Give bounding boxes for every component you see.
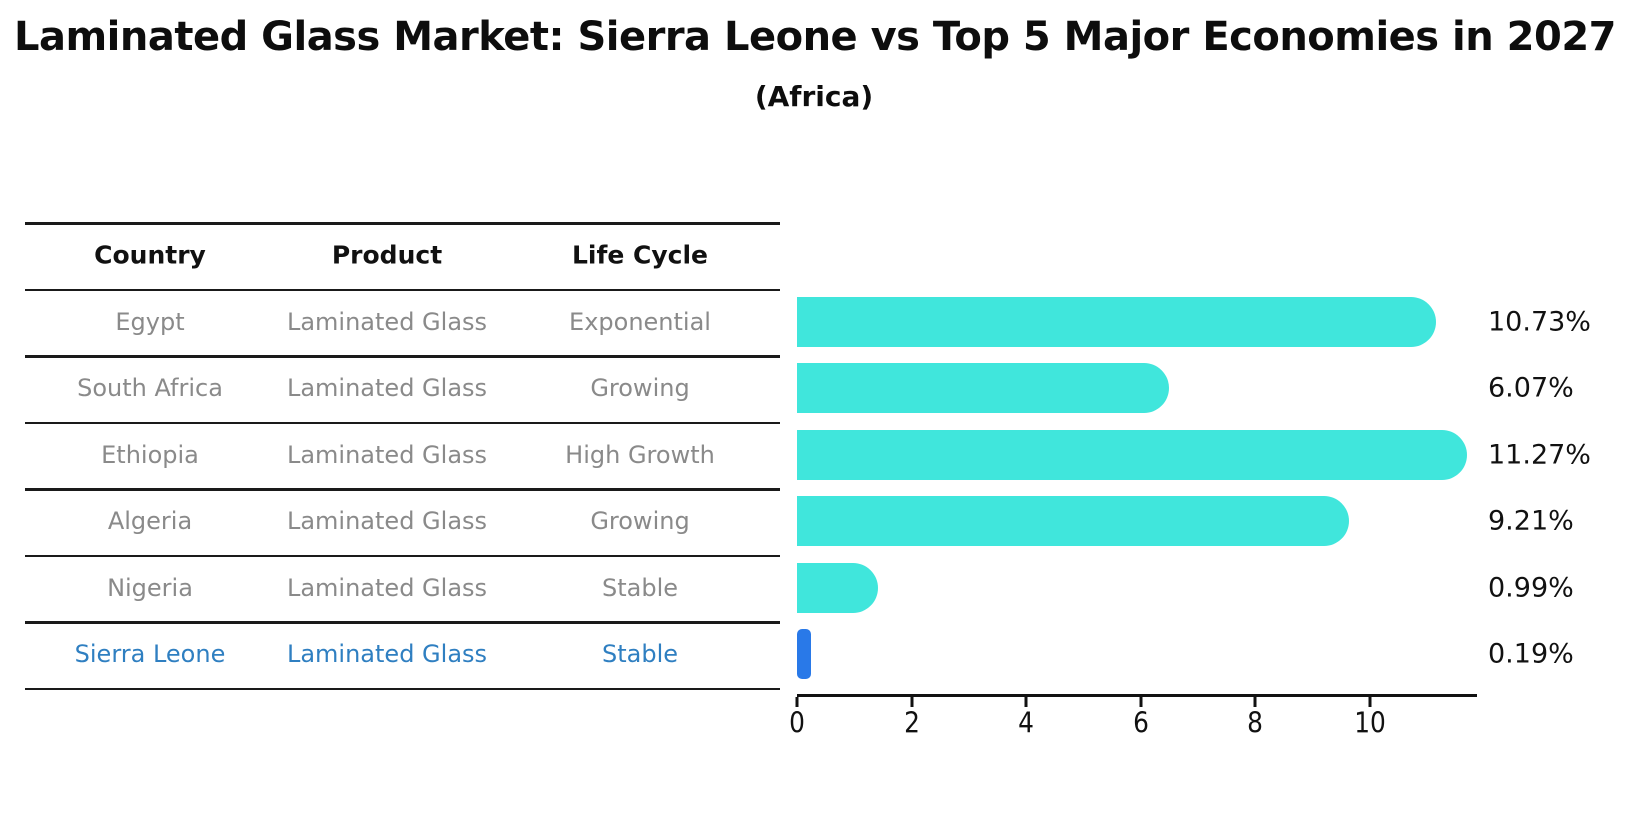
x-axis-tick-label: 2 [903, 707, 920, 740]
value-label: 11.27% [1488, 439, 1591, 470]
bar-algeria [797, 496, 1349, 546]
table-cell-life-cycle: Stable [601, 573, 679, 602]
table-cell-country: Nigeria [107, 573, 193, 602]
table-rule [25, 421, 780, 424]
table-rule [25, 621, 780, 624]
column-header-life-cycle: Life Cycle [571, 240, 709, 270]
table-cell-country: Sierra Leone [74, 640, 226, 668]
table-cell-product: Laminated Glass [286, 640, 488, 668]
table-rule [25, 355, 780, 358]
chart-subtitle: (Africa) [754, 80, 874, 113]
x-axis-line [797, 694, 1477, 697]
value-label: 0.19% [1488, 638, 1574, 670]
x-axis-tick [910, 697, 914, 707]
table-cell-life-cycle: Stable [601, 640, 679, 668]
x-axis-tick [795, 697, 799, 707]
table-cell-life-cycle: Exponential [569, 308, 711, 336]
table-rule [25, 554, 780, 557]
table-cell-country: Ethiopia [101, 440, 199, 469]
table-cell-product: Laminated Glass [286, 440, 488, 469]
bar-egypt [797, 297, 1436, 347]
value-label: 10.73% [1488, 306, 1591, 338]
table-cell-country: Algeria [107, 507, 193, 535]
x-axis-tick [1253, 697, 1257, 707]
x-axis-tick-label: 4 [1018, 707, 1035, 740]
table-cell-life-cycle: Growing [590, 374, 690, 402]
bar-ethiopia [797, 429, 1467, 480]
table-cell-product: Laminated Glass [286, 374, 488, 402]
table-cell-product: Laminated Glass [286, 308, 488, 336]
bar-sierra-leone [797, 629, 811, 679]
bar-south-africa [797, 363, 1169, 413]
table-cell-life-cycle: High Growth [565, 440, 715, 469]
table-cell-country: South Africa [77, 374, 223, 402]
table-rule [25, 488, 780, 491]
table-cell-life-cycle: Growing [590, 507, 690, 535]
x-axis-tick-label: 6 [1132, 707, 1149, 740]
table-rule [25, 222, 780, 225]
x-axis-tick-label: 10 [1354, 707, 1386, 740]
x-axis-tick-label: 0 [789, 707, 805, 740]
column-header-country: Country [94, 240, 206, 270]
table-rule [25, 288, 780, 291]
x-axis-tick [1368, 697, 1372, 707]
chart-title: Laminated Glass Market: Sierra Leone vs … [14, 14, 1616, 60]
x-axis-tick [1024, 697, 1028, 707]
value-label: 6.07% [1488, 372, 1574, 404]
value-label: 0.99% [1488, 572, 1574, 603]
x-axis-tick-label: 8 [1247, 707, 1264, 740]
table-cell-product: Laminated Glass [286, 507, 488, 535]
column-header-product: Product [331, 240, 443, 270]
x-axis-tick [1139, 697, 1143, 707]
table-cell-country: Egypt [115, 308, 185, 336]
value-label: 9.21% [1488, 505, 1574, 537]
table-rule [25, 687, 780, 690]
bar-nigeria [797, 562, 878, 613]
table-cell-product: Laminated Glass [286, 573, 488, 602]
